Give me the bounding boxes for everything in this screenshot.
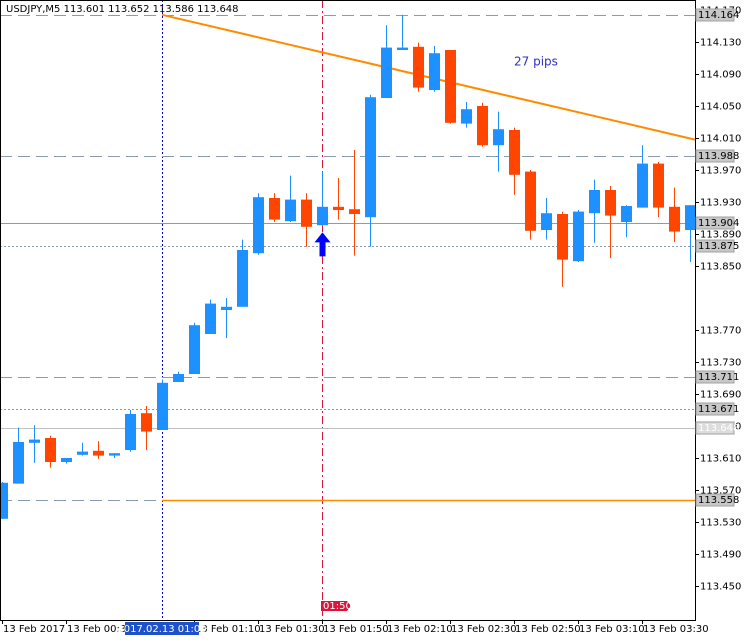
- candle-body: [477, 106, 488, 146]
- candle-body: [253, 197, 264, 254]
- candle-body: [13, 442, 24, 484]
- cursor-time-label: 2017.02.13 01:00: [117, 624, 206, 635]
- y-tick-label: 113.690: [700, 390, 741, 401]
- level-label: 113.671: [698, 404, 739, 415]
- candle-body: [29, 439, 40, 443]
- candle-body: [45, 438, 56, 462]
- x-tick-label: 13 Feb 2017: [3, 624, 65, 635]
- candle-body: [445, 50, 456, 123]
- candle-body: [269, 198, 280, 220]
- x-tick-label: 13 Feb 02:30: [451, 624, 517, 635]
- y-tick-label: 114.090: [700, 70, 741, 81]
- level-label-box: [695, 216, 735, 230]
- candle-body: [621, 206, 632, 222]
- y-tick-label: 113.930: [700, 198, 741, 209]
- level-label: 113.711: [698, 372, 739, 383]
- candle-body: [525, 171, 536, 231]
- level-label: 113.648: [698, 423, 739, 434]
- candle-body: [285, 199, 296, 222]
- x-tick-label: 13 Feb 03:30: [643, 624, 709, 635]
- candle-body: [605, 190, 616, 216]
- y-tick-label: 114.010: [700, 134, 741, 145]
- y-tick-label: 113.490: [700, 550, 741, 561]
- candle-body: [301, 199, 312, 227]
- y-tick-label: 113.850: [700, 262, 741, 273]
- candle-body: [141, 413, 152, 432]
- x-tick-label: 13 Feb 01:10: [195, 624, 261, 635]
- level-label: 113.904: [698, 218, 739, 229]
- candle-body: [413, 46, 424, 88]
- candle-body: [685, 205, 696, 230]
- y-tick-label: 113.890: [700, 230, 741, 241]
- level-label-box: [695, 402, 735, 416]
- level-label: 113.988: [698, 151, 739, 162]
- y-tick-label: 113.730: [700, 358, 741, 369]
- level-label-box: [695, 239, 735, 253]
- x-tick-label: 13 Feb 02:50: [515, 624, 581, 635]
- level-label-box: [695, 421, 735, 435]
- candle-body: [637, 163, 648, 208]
- level-label: 113.875: [698, 241, 739, 252]
- candle-body: [461, 109, 472, 124]
- candle-body: [509, 130, 520, 175]
- candle-body: [109, 453, 120, 456]
- level-label-box: [695, 8, 735, 22]
- level-label: 114.164: [698, 10, 739, 21]
- level-label-box: [695, 370, 735, 384]
- y-tick-label: 113.570: [700, 486, 741, 497]
- y-tick-label: 113.970: [700, 166, 741, 177]
- candle-body: [173, 374, 184, 382]
- annotation: 27 pips: [514, 55, 558, 69]
- candle-body: [669, 206, 680, 232]
- x-tick-label: 13 Feb 01:50: [323, 624, 389, 635]
- y-tick-label: 113.610: [700, 454, 741, 465]
- y-tick-label: 113.530: [700, 518, 741, 529]
- candle-body: [557, 214, 568, 260]
- marker-time-label: 01:50: [323, 601, 352, 612]
- y-tick-label: 113.770: [700, 326, 741, 337]
- cursor-time-box: [125, 622, 199, 635]
- candle-body: [541, 213, 552, 230]
- candle-body: [381, 47, 392, 98]
- candle-body: [317, 206, 328, 226]
- candle-body: [573, 211, 584, 262]
- x-tick-label: 13 Feb 02:10: [387, 624, 453, 635]
- candle-body: [333, 206, 344, 210]
- x-tick-label: 13 Feb 03:10: [579, 624, 645, 635]
- trendline: [161, 13, 696, 141]
- candle-body: [365, 97, 376, 218]
- candle-body: [61, 458, 72, 462]
- candle-body: [0, 482, 8, 519]
- candle-body: [397, 47, 408, 50]
- x-tick-label: 13 Feb 01:30: [259, 624, 325, 635]
- chart-title: USDJPY,M5 113.601 113.652 113.586 113.64…: [6, 4, 239, 15]
- y-tick-label: 113.450: [700, 582, 741, 593]
- candle-body: [493, 129, 504, 146]
- arrow: [314, 232, 331, 257]
- candle-body: [157, 382, 168, 430]
- candle-body: [653, 163, 664, 208]
- candle-body: [205, 303, 216, 334]
- y-tick-label: 114.050: [700, 102, 741, 113]
- candle-body: [221, 306, 232, 310]
- candle-body: [93, 450, 104, 456]
- candle-body: [429, 53, 440, 90]
- candle-body: [189, 325, 200, 374]
- candle-body: [349, 209, 360, 214]
- level-label-box: [695, 493, 735, 507]
- level-label: 113.558: [698, 495, 739, 506]
- candle-body: [125, 414, 136, 450]
- candle-body: [237, 250, 248, 307]
- candle-body: [77, 451, 88, 455]
- candle-body: [589, 190, 600, 214]
- marker-time-box: [321, 601, 351, 611]
- level-label-box: [695, 149, 735, 163]
- plot-frame: [0, 0, 696, 621]
- y-tick-label: 114.130: [700, 38, 741, 49]
- x-tick-label: 13 Feb 00:30: [67, 624, 133, 635]
